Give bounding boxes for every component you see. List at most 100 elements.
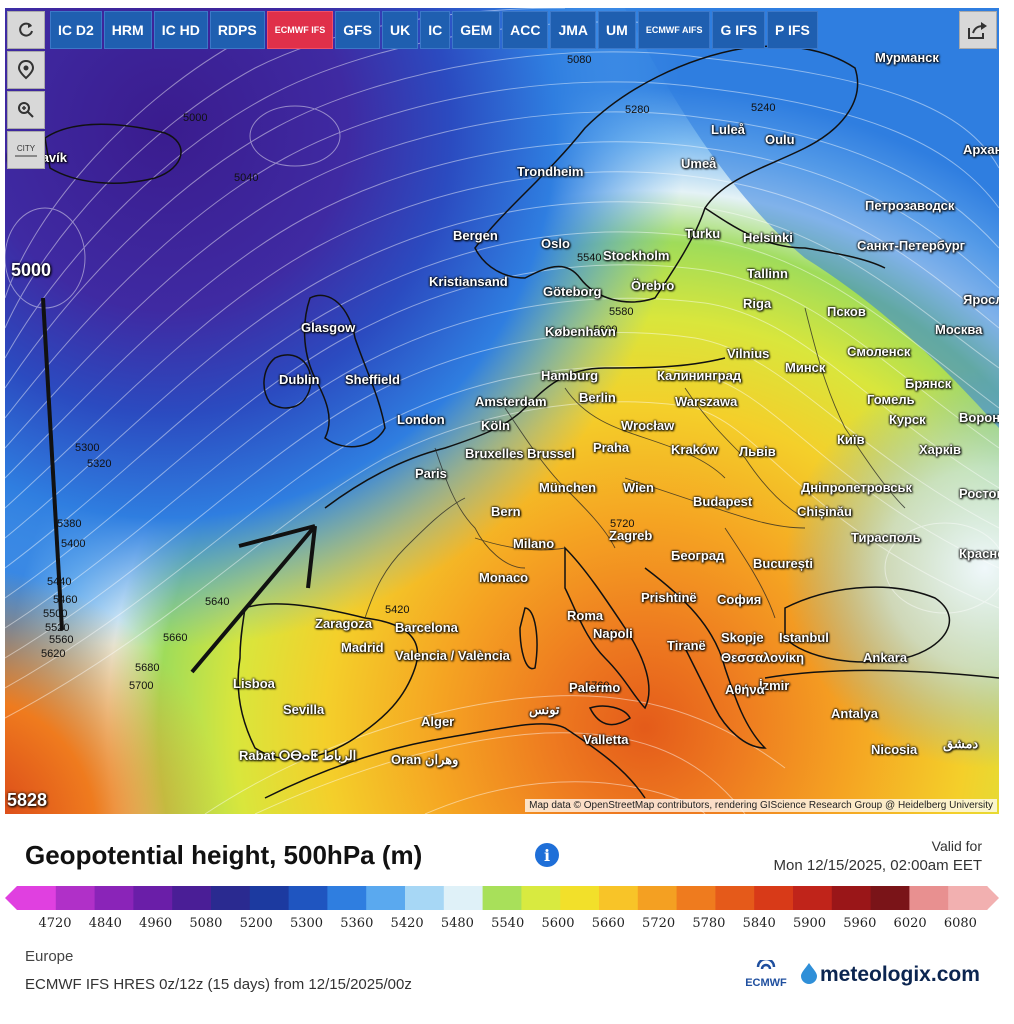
city-label: Воронеж: [959, 410, 999, 425]
city-label: Мурманск: [875, 50, 939, 65]
city-label: Минск: [785, 360, 826, 375]
model-button-gem[interactable]: GEM: [452, 11, 501, 49]
city-label: Брянск: [905, 376, 952, 391]
valid-time: Mon 12/15/2025, 02:00am EET: [773, 857, 982, 874]
location-button[interactable]: [7, 51, 45, 89]
scale-tick-label: 5900: [792, 916, 827, 931]
model-run-label: ECMWF IFS HRES 0z/12z (15 days) from 12/…: [25, 976, 412, 993]
city-label: Nicosia: [871, 742, 918, 757]
city-label: Helsinki: [743, 230, 793, 245]
city-label: Napoli: [593, 626, 633, 641]
city-label: Zagreb: [609, 528, 653, 543]
color-swatch: [366, 886, 406, 910]
ecmwf-logo-text: ECMWF: [745, 977, 787, 989]
city-label: Гомель: [867, 392, 915, 407]
model-button-label: P IFS: [775, 22, 810, 38]
model-button-label: GFS: [343, 22, 372, 38]
model-button-hrm[interactable]: HRM: [103, 11, 152, 49]
isoline-label: 5760: [585, 680, 610, 692]
city-label: Oulu: [765, 132, 795, 147]
info-icon[interactable]: i: [535, 843, 559, 867]
model-button-ecmwf-ifs[interactable]: ECMWF IFS: [266, 11, 334, 49]
city-label: Göteborg: [543, 284, 602, 299]
color-swatch: [55, 886, 96, 910]
city-label: Tallinn: [747, 266, 788, 281]
isoline-label: 5040: [234, 172, 259, 184]
city-label: تونس: [529, 702, 560, 717]
model-button-label: IC: [428, 22, 443, 38]
weather-map[interactable]: 5000 5040 5080 5240 5280 5300 5320 5380 5400 5420…: [5, 8, 999, 814]
model-button-ic[interactable]: IC: [420, 11, 451, 49]
city-label: Barcelona: [395, 620, 458, 635]
city-label: Stockholm: [603, 248, 670, 263]
model-button-ecmwf-aifs[interactable]: ECMWF AIFS: [637, 11, 711, 49]
city-label: Warszawa: [675, 394, 738, 409]
model-button-p-ifs[interactable]: P IFS: [767, 11, 818, 49]
city-label: Antalya: [831, 706, 878, 721]
model-button-gfs[interactable]: GFS: [335, 11, 380, 49]
city-label: Wien: [623, 480, 654, 495]
color-swatch: [948, 886, 988, 910]
model-button-jma[interactable]: JMA: [550, 11, 597, 49]
model-button-label: G IFS: [720, 22, 758, 38]
city-label: Luleå: [711, 122, 745, 137]
model-button-um[interactable]: UM: [598, 11, 636, 49]
city-label: Αθήνα: [725, 682, 765, 697]
zoom-button[interactable]: [7, 91, 45, 129]
isoline-label: 5280: [625, 104, 650, 116]
isoline-label: 5520: [45, 622, 70, 634]
scale-tick-label: 5420: [390, 916, 424, 931]
city-label: İzmir: [759, 678, 790, 693]
model-button-rdps[interactable]: RDPS: [209, 11, 265, 49]
share-icon: [968, 22, 987, 39]
isoline-label: 5740: [595, 628, 620, 640]
city-label: Тирасполь: [851, 530, 921, 545]
geopotential-field: [5, 8, 999, 814]
color-swatch: [405, 886, 445, 910]
isoline-label: 5380: [57, 518, 82, 530]
model-button-ic-hd[interactable]: IC HD: [153, 11, 208, 49]
city-label: Palermo: [569, 680, 621, 695]
city-toggle-button[interactable]: CITY: [7, 131, 45, 169]
city-label: Bergen: [453, 228, 498, 243]
isoline-label: 5000: [183, 112, 208, 124]
model-button-label: ACC: [510, 22, 541, 38]
city-label: Örebro: [631, 278, 675, 293]
color-swatch: [637, 886, 678, 910]
city-label: Chișinău: [797, 504, 852, 519]
model-button-ic-d2[interactable]: IC D2: [50, 11, 102, 49]
city-label: Glasgow: [301, 320, 356, 335]
model-button-label: HRM: [111, 22, 144, 38]
model-button-acc[interactable]: ACC: [502, 11, 549, 49]
city-label: Istanbul: [779, 630, 829, 645]
map-attribution: Map data © OpenStreetMap contributors, r…: [525, 799, 997, 812]
color-swatch: [754, 886, 794, 910]
model-button-label: GEM: [460, 22, 493, 38]
city-label: Valletta: [583, 732, 629, 747]
city-label: Oran وهران: [391, 752, 459, 767]
city-label: Калининград: [657, 368, 742, 383]
annotation-arrows: [41, 297, 317, 674]
share-button[interactable]: [959, 11, 997, 49]
city-label: London: [397, 412, 445, 427]
city-label: Umeå: [681, 156, 717, 171]
valid-label: Valid for: [931, 838, 982, 854]
color-swatch: [870, 886, 910, 910]
city-label: Paris: [415, 466, 447, 481]
model-button-g-ifs[interactable]: G IFS: [712, 11, 766, 49]
contour-lines: [5, 8, 999, 814]
brand-logo[interactable]: meteologix.com: [798, 962, 980, 987]
refresh-button[interactable]: [7, 11, 45, 49]
isoline-label: 5240: [751, 102, 776, 114]
ecmwf-logo-icon: [756, 957, 776, 970]
city-label: Краснодар: [959, 546, 999, 561]
color-swatch: [443, 886, 484, 910]
model-button-label: UK: [390, 22, 411, 38]
city-label: Архангельск: [963, 142, 999, 157]
city-label: Смоленск: [847, 344, 911, 359]
city-label: Monaco: [479, 570, 529, 585]
model-button-uk[interactable]: UK: [382, 11, 419, 49]
city-label: Praha: [593, 440, 630, 455]
isoline-label: 5680: [135, 662, 160, 674]
city-label: Riga: [743, 296, 772, 311]
